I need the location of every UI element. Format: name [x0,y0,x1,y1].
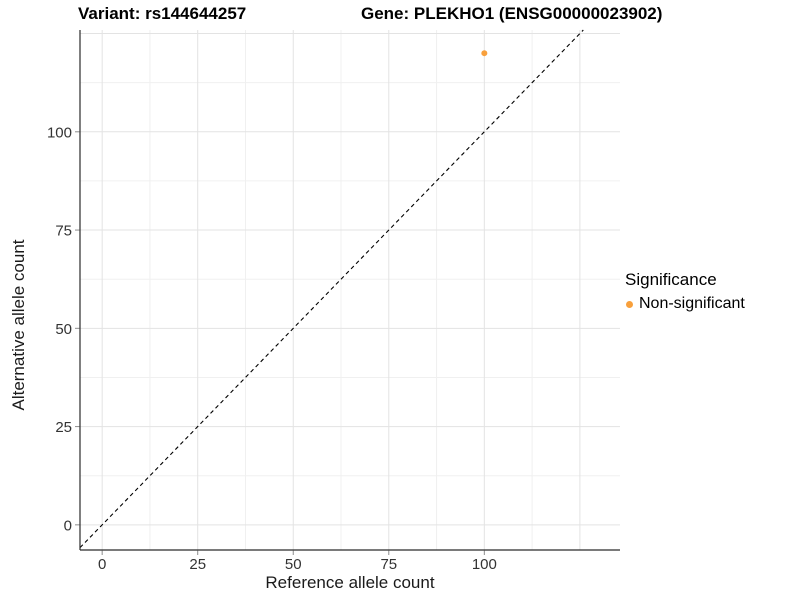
grid-major [80,30,620,550]
y-tick-label: 0 [64,517,72,534]
x-tick-label: 100 [472,556,497,573]
axis-ticks [75,131,485,555]
legend-point-icon [626,300,633,308]
axis-tick-labels: 0 25 50 75 100 0 25 50 75 100 [47,124,497,573]
x-tick-label: 0 [98,556,106,573]
x-tick-label: 25 [189,556,206,573]
data-points [481,50,488,57]
plot-title-variant: Variant: rs144644257 [78,4,247,23]
y-tick-label: 25 [55,419,72,436]
grid-minor [80,30,620,550]
x-tick-label: 75 [380,556,397,573]
y-tick-label: 75 [55,223,72,240]
data-point [481,50,488,57]
y-tick-label: 50 [55,321,72,338]
legend-title: Significance [625,270,717,289]
legend-item-label: Non-significant [639,295,745,312]
legend-item: Non-significant [622,295,798,313]
x-tick-label: 50 [285,556,302,573]
legend-items: Non-significant [622,295,798,313]
plot-title-gene: Gene: PLEKHO1 (ENSG00000023902) [361,4,663,23]
y-tick-label: 100 [47,124,72,141]
y-axis-title: Alternative allele count [9,239,28,411]
legend: Significance Non-significant [622,270,798,313]
x-axis-title: Reference allele count [265,573,435,592]
identity-line [79,29,584,549]
